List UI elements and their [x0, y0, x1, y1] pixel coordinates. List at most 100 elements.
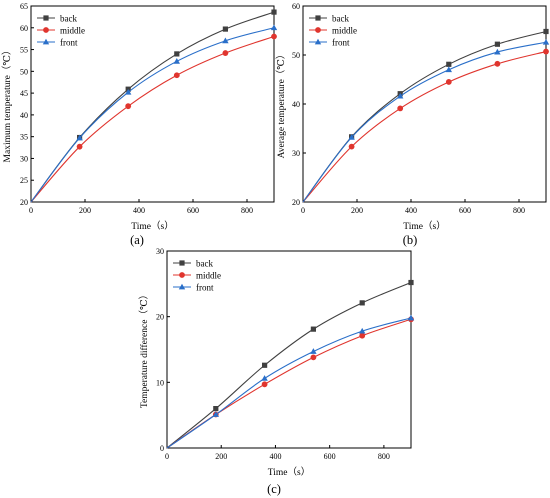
y-tick-label: 10 [156, 378, 164, 387]
data-point-back [408, 279, 414, 286]
data-point-middle [125, 103, 132, 110]
y-tick-label: 20 [20, 198, 28, 207]
y-tick-label: 45 [20, 89, 28, 98]
data-point-front [407, 314, 415, 321]
data-point-front [261, 375, 268, 381]
data-point-middle [261, 381, 268, 388]
series-middle [30, 33, 277, 203]
chart-panel-3: 0 200 400 600 800 0 10 20 30 Time（s） Temperature d… [138, 247, 415, 496]
x-tick-label: 400 [133, 206, 145, 215]
legend: back middle front [37, 14, 85, 48]
legend-marker [178, 283, 186, 290]
data-point-front [348, 134, 355, 140]
series-middle [166, 316, 414, 449]
data-point-middle [222, 50, 229, 56]
data-point-middle [76, 143, 83, 150]
legend-label: middle [332, 26, 357, 36]
panel-label: (c) [267, 482, 281, 496]
data-point-back [359, 300, 365, 306]
legend-label: middle [60, 26, 85, 36]
data-point-back [494, 41, 500, 47]
legend-label: front [196, 283, 214, 293]
data-point-middle [494, 60, 501, 67]
x-tick-label: 200 [215, 452, 227, 461]
series-line-back [302, 30, 547, 203]
data-point-front [542, 38, 550, 45]
legend-label: back [332, 14, 349, 24]
data-point-back [310, 326, 316, 332]
data-point-middle [271, 33, 277, 40]
series-front [30, 24, 278, 203]
y-axis-title: Temperature difference（℃） [138, 290, 150, 408]
x-tick-label: 200 [79, 206, 91, 215]
x-tick-label: 600 [459, 206, 471, 215]
series-line-middle [166, 318, 412, 449]
legend-label: back [196, 259, 213, 269]
legend-label: front [60, 38, 78, 48]
data-point-back [262, 362, 268, 368]
legend-marker [43, 15, 49, 21]
x-tick-label: 200 [351, 206, 363, 215]
data-point-back [174, 51, 180, 57]
y-tick-label: 55 [20, 46, 28, 55]
series-line-front [166, 317, 412, 449]
plot-frame [166, 250, 412, 449]
data-point-middle [359, 332, 366, 339]
panel-label: (a) [130, 233, 144, 247]
series-line-front [302, 41, 547, 203]
y-tick-label: 40 [20, 111, 28, 120]
data-point-middle [173, 72, 180, 79]
y-tick-label: 30 [292, 149, 300, 158]
series-front [166, 314, 415, 449]
x-tick-label: 400 [269, 452, 281, 461]
data-point-front [270, 24, 278, 31]
chart-panel-2: 0 200 400 600 800 20 30 40 50 60 Time（s） Average te… [275, 2, 550, 247]
data-point-back [446, 61, 452, 67]
data-point-middle [543, 48, 549, 55]
legend: back middle front [309, 14, 357, 48]
legend-marker [314, 38, 322, 45]
series-middle [302, 48, 549, 203]
y-axis-title: Maximum temperature（℃） [1, 46, 13, 163]
x-tick-label: 0 [165, 452, 169, 461]
legend: back middle front [173, 259, 221, 293]
series-line-middle [302, 51, 547, 203]
legend-label: middle [196, 271, 221, 281]
series-front [302, 38, 550, 203]
legend-marker [43, 27, 49, 33]
y-tick-label: 0 [160, 444, 164, 453]
legend-label: front [332, 38, 350, 48]
data-point-front [222, 37, 229, 44]
series-line-back [166, 282, 412, 449]
plot-frame [30, 5, 275, 203]
x-tick-label: 800 [513, 206, 525, 215]
y-tick-label: 40 [292, 100, 300, 109]
data-point-middle [348, 143, 355, 150]
panel-label: (b) [403, 233, 418, 247]
data-point-front [125, 88, 132, 95]
y-axis-title: Average temperature（℃） [275, 50, 287, 159]
data-point-back [213, 406, 219, 412]
legend-marker [315, 15, 321, 21]
x-axis-title: Time（s） [268, 466, 310, 478]
y-tick-label: 60 [20, 24, 28, 33]
y-tick-label: 25 [20, 176, 28, 185]
x-tick-label: 600 [187, 206, 199, 215]
x-tick-label: 0 [29, 206, 33, 215]
data-point-front [397, 92, 404, 99]
data-point-front [445, 66, 452, 73]
data-point-front [359, 327, 366, 334]
chart-panel-1: 0 200 400 600 800 20 25 30 35 40 45 50 55 60 65 Time（s）… [1, 2, 278, 247]
y-tick-label: 30 [20, 154, 28, 163]
x-axis-title: Time（s） [131, 220, 173, 232]
data-point-front [173, 58, 180, 64]
y-tick-label: 50 [20, 67, 28, 76]
legend-marker [179, 272, 185, 278]
data-point-front [212, 411, 219, 417]
data-point-back [543, 28, 549, 35]
x-tick-label: 400 [405, 206, 417, 215]
data-point-front [76, 134, 83, 141]
data-point-back [222, 26, 228, 32]
y-tick-label: 35 [20, 133, 28, 142]
y-tick-label: 30 [156, 247, 164, 256]
